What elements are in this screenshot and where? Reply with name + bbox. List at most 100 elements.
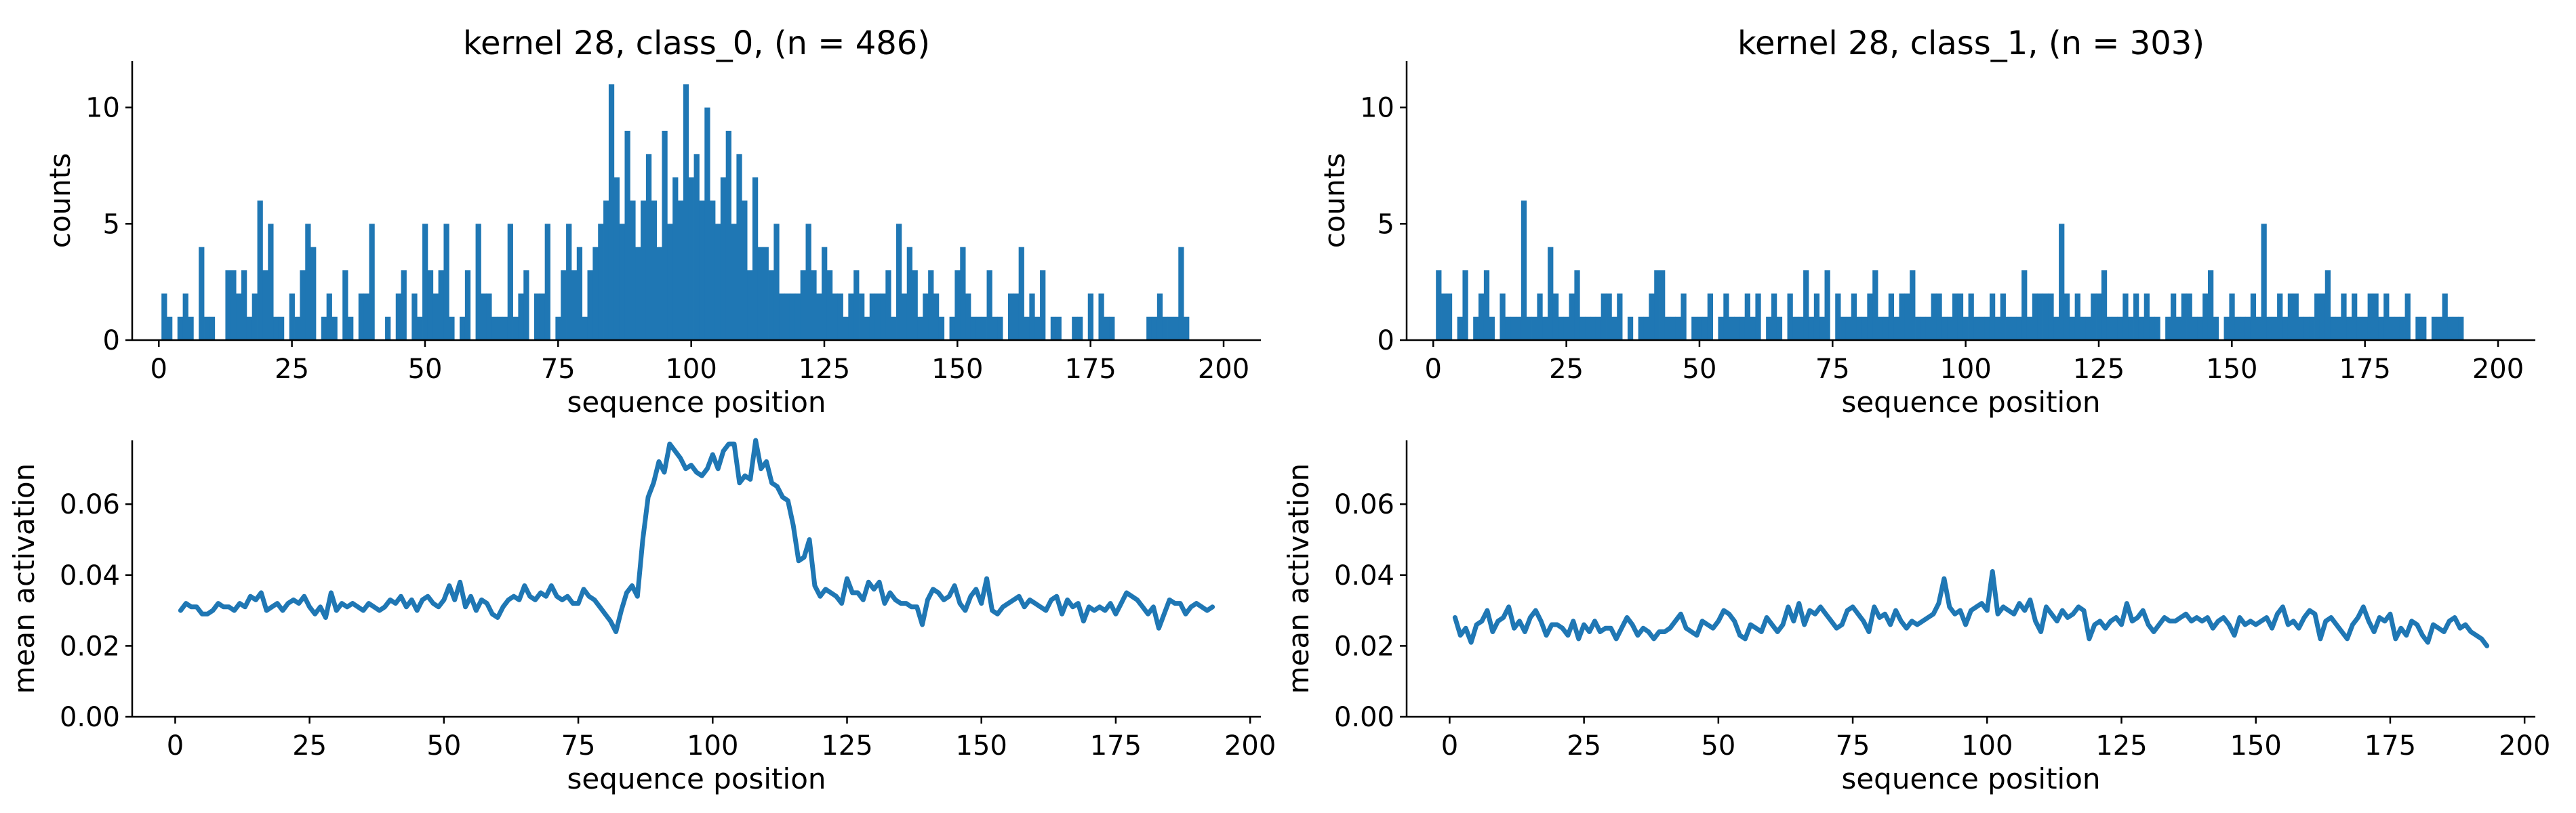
x-tick-label: 150 [956, 730, 1007, 762]
bar [826, 270, 833, 340]
bar [2059, 224, 2065, 340]
bar [1579, 316, 1586, 340]
bar [161, 293, 167, 340]
bar [1856, 316, 1862, 340]
bar [2128, 316, 2134, 340]
x-tick-label: 75 [1815, 354, 1850, 385]
bar [715, 224, 721, 340]
bar [2117, 316, 2123, 340]
bar [2325, 270, 2331, 340]
bar [699, 201, 705, 340]
bar [608, 84, 615, 340]
bar [1649, 293, 1655, 340]
x-tick-label: 50 [408, 354, 443, 385]
bar [641, 201, 647, 340]
bar [2042, 293, 2049, 340]
bar [592, 247, 599, 340]
bar [182, 293, 188, 340]
bar [1888, 293, 1895, 340]
y-tick-label: 10 [1360, 93, 1394, 124]
bar [1627, 316, 1634, 340]
bar [1766, 316, 1772, 340]
bar [289, 293, 295, 340]
bar [1167, 316, 1173, 340]
bar [805, 224, 811, 340]
bar [2442, 293, 2448, 340]
bar [1835, 293, 1841, 340]
bar [2133, 293, 2139, 340]
series-line [178, 438, 1215, 634]
bar [1813, 293, 1820, 340]
bar [965, 293, 971, 340]
bar [262, 270, 268, 340]
bar [534, 293, 540, 340]
bar [1542, 316, 1548, 340]
bar [1654, 270, 1660, 340]
bar [1702, 316, 1708, 340]
bar [1574, 270, 1580, 340]
chart-title: kernel 28, class_0, (n = 486) [463, 24, 930, 62]
x-tick-label: 50 [1701, 730, 1735, 762]
bar [464, 270, 471, 340]
x-tick-label: 200 [2472, 354, 2524, 385]
y-tick-label: 0.06 [1334, 489, 1394, 520]
x-tick-label: 200 [1198, 354, 1249, 385]
bar [251, 293, 258, 340]
y-axis-label: mean activation [1282, 463, 1315, 694]
bar [1077, 316, 1083, 340]
y-tick-label: 10 [85, 93, 120, 124]
bar [2171, 293, 2177, 340]
bar [177, 316, 184, 340]
x-tick-label: 175 [2364, 730, 2416, 762]
bar [1537, 293, 1543, 340]
x-axis-label: sequence position [567, 762, 826, 795]
bar [2074, 293, 2080, 340]
bar [986, 270, 992, 340]
bar [2309, 316, 2315, 340]
bar [1013, 293, 1020, 340]
bar [1526, 316, 1532, 340]
bar [1867, 293, 1873, 340]
x-tick-label: 100 [687, 730, 738, 762]
bar [923, 293, 929, 340]
bar [1441, 293, 1447, 340]
bar [2421, 316, 2427, 340]
bar [2287, 293, 2294, 340]
bar [1957, 293, 1964, 340]
bar [725, 131, 731, 340]
bar [747, 270, 753, 340]
bar [167, 316, 173, 340]
x-tick-label: 150 [2206, 354, 2257, 385]
bar [1776, 316, 1783, 340]
y-tick-label: 0 [1377, 325, 1394, 356]
bar [2240, 316, 2246, 340]
bar [1893, 316, 1899, 340]
bar [268, 224, 274, 340]
bar [1755, 293, 1761, 340]
x-tick-label: 25 [292, 730, 327, 762]
bar [880, 293, 886, 340]
bar [2037, 293, 2043, 340]
bar [1952, 293, 1958, 340]
bar [1718, 316, 1724, 340]
bar [1878, 316, 1884, 340]
bar [1697, 316, 1703, 340]
bar [2352, 293, 2358, 340]
bar [1904, 293, 1910, 340]
bar [1936, 293, 1942, 340]
x-tick-label: 100 [665, 354, 717, 385]
bar [1601, 293, 1607, 340]
bar [1883, 316, 1889, 340]
bar [1750, 316, 1756, 340]
y-tick-label: 0.04 [1334, 560, 1394, 591]
bar [2021, 270, 2028, 340]
bar [891, 316, 897, 340]
x-tick-label: 200 [1224, 730, 1276, 762]
y-tick-label: 0.06 [60, 489, 120, 520]
bar [300, 270, 306, 340]
bar [992, 316, 998, 340]
x-tick-label: 175 [1090, 730, 1142, 762]
bar [1558, 316, 1565, 340]
bar [321, 316, 327, 340]
bar [2394, 316, 2400, 340]
